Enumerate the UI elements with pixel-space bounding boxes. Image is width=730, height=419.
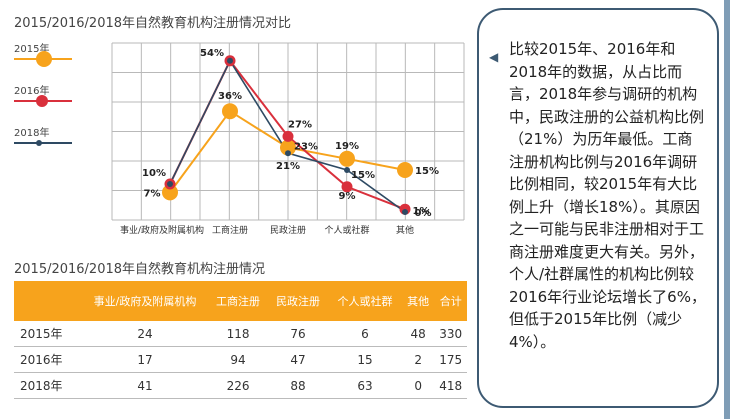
- data-label: 1%: [413, 206, 430, 217]
- data-point: [341, 181, 353, 193]
- table-header-cell: 民政注册: [268, 281, 329, 321]
- table-cell: 2016年: [14, 346, 82, 373]
- legend-label-2018: 2018年: [14, 128, 50, 139]
- data-label: 19%: [335, 141, 359, 152]
- line-chart: 事业/政府及附属机构 工商注册 民政注册 个人或社群 其他 7% 36% 23% 19% 15% 1…: [111, 42, 465, 236]
- table-cell: 76: [268, 321, 329, 347]
- table-header-cell: 事业/政府及附属机构: [82, 281, 208, 321]
- legend-item-2015: 2015年: [14, 40, 84, 82]
- table-cell: 15: [328, 346, 402, 373]
- table-cell: 118: [208, 321, 269, 347]
- data-point: [397, 162, 413, 178]
- data-point: [282, 130, 294, 142]
- table-cell: 2: [401, 346, 435, 373]
- chart-legend: 2015年 2016年 2018年: [14, 40, 84, 166]
- data-label: 15%: [351, 170, 375, 181]
- legend-marker-2016: [36, 95, 48, 107]
- registration-table: 事业/政府及附属机构 工商注册 民政注册 个人或社群 其他 合计 2015年 2…: [14, 281, 467, 399]
- x-tick-label: 事业/政府及附属机构: [120, 224, 204, 236]
- table-cell: 47: [268, 346, 329, 373]
- x-tick-label: 个人或社群: [324, 224, 369, 236]
- data-label: 9%: [339, 191, 356, 202]
- data-label: 21%: [276, 161, 300, 172]
- data-point: [222, 103, 238, 120]
- data-label: 0%: [415, 208, 432, 219]
- table-cell: 63: [328, 372, 402, 399]
- legend-marker-2018: [36, 140, 42, 146]
- table-cell: 330: [434, 321, 467, 347]
- decorative-side-bar: [724, 0, 730, 419]
- table-header-cell: 合计: [434, 281, 467, 321]
- data-label: 7%: [144, 188, 161, 199]
- data-point: [280, 139, 296, 156]
- table-row: 2018年 41 226 88 63 0 418: [14, 372, 467, 399]
- table-header-cell: 个人或社群: [328, 281, 402, 321]
- data-label: 36%: [218, 91, 242, 102]
- data-point: [162, 184, 178, 201]
- table-header-cell: 其他: [401, 281, 435, 321]
- data-label: 54%: [200, 48, 224, 59]
- legend-item-2018: 2018年: [14, 124, 84, 166]
- table-cell: 88: [268, 372, 329, 399]
- data-label: 10%: [142, 168, 166, 179]
- x-tick-label: 其他: [396, 224, 414, 236]
- table-cell: 48: [401, 321, 435, 347]
- data-label: 23%: [294, 142, 318, 153]
- analysis-note-text: 比较2015年、2016年和2018年的数据，从占比而言，2018年参与调研的机…: [509, 40, 706, 351]
- data-point: [167, 181, 173, 187]
- data-point: [344, 167, 350, 173]
- legend-line-2018: [14, 142, 72, 144]
- x-tick-label: 工商注册: [212, 224, 248, 236]
- table-cell: 0: [401, 372, 435, 399]
- legend-item-2016: 2016年: [14, 82, 84, 124]
- table-header-cell: [14, 281, 82, 321]
- data-label: 15%: [415, 166, 439, 177]
- table-cell: 226: [208, 372, 269, 399]
- table-row: 2015年 24 118 76 6 48 330: [14, 321, 467, 347]
- x-tick-label: 民政注册: [270, 224, 306, 236]
- data-point: [285, 150, 291, 157]
- table-cell: 94: [208, 346, 269, 373]
- table-cell: 24: [82, 321, 208, 347]
- table-cell: 17: [82, 346, 208, 373]
- pointer-triangle-icon: ◀: [489, 50, 499, 64]
- legend-label-2015: 2015年: [14, 44, 50, 55]
- chart-title: 2015/2016/2018年自然教育机构注册情况对比: [14, 16, 292, 31]
- table-row: 2016年 17 94 47 15 2 175: [14, 346, 467, 373]
- table-title: 2015/2016/2018年自然教育机构注册情况: [14, 262, 266, 277]
- table-header-cell: 工商注册: [208, 281, 269, 321]
- table-cell: 2018年: [14, 372, 82, 399]
- data-point: [402, 209, 408, 215]
- table-cell: 6: [328, 321, 402, 347]
- legend-marker-2015: [36, 51, 52, 67]
- data-label: 27%: [288, 119, 312, 130]
- table-header-row: 事业/政府及附属机构 工商注册 民政注册 个人或社群 其他 合计: [14, 281, 467, 321]
- analysis-note-panel: ◀ 比较2015年、2016年和2018年的数据，从占比而言，2018年参与调研…: [477, 8, 719, 408]
- table-cell: 418: [434, 372, 467, 399]
- table-cell: 175: [434, 346, 467, 373]
- table-cell: 2015年: [14, 321, 82, 347]
- legend-label-2016: 2016年: [14, 86, 50, 97]
- data-point: [227, 57, 233, 64]
- data-point: [339, 150, 355, 167]
- table-cell: 41: [82, 372, 208, 399]
